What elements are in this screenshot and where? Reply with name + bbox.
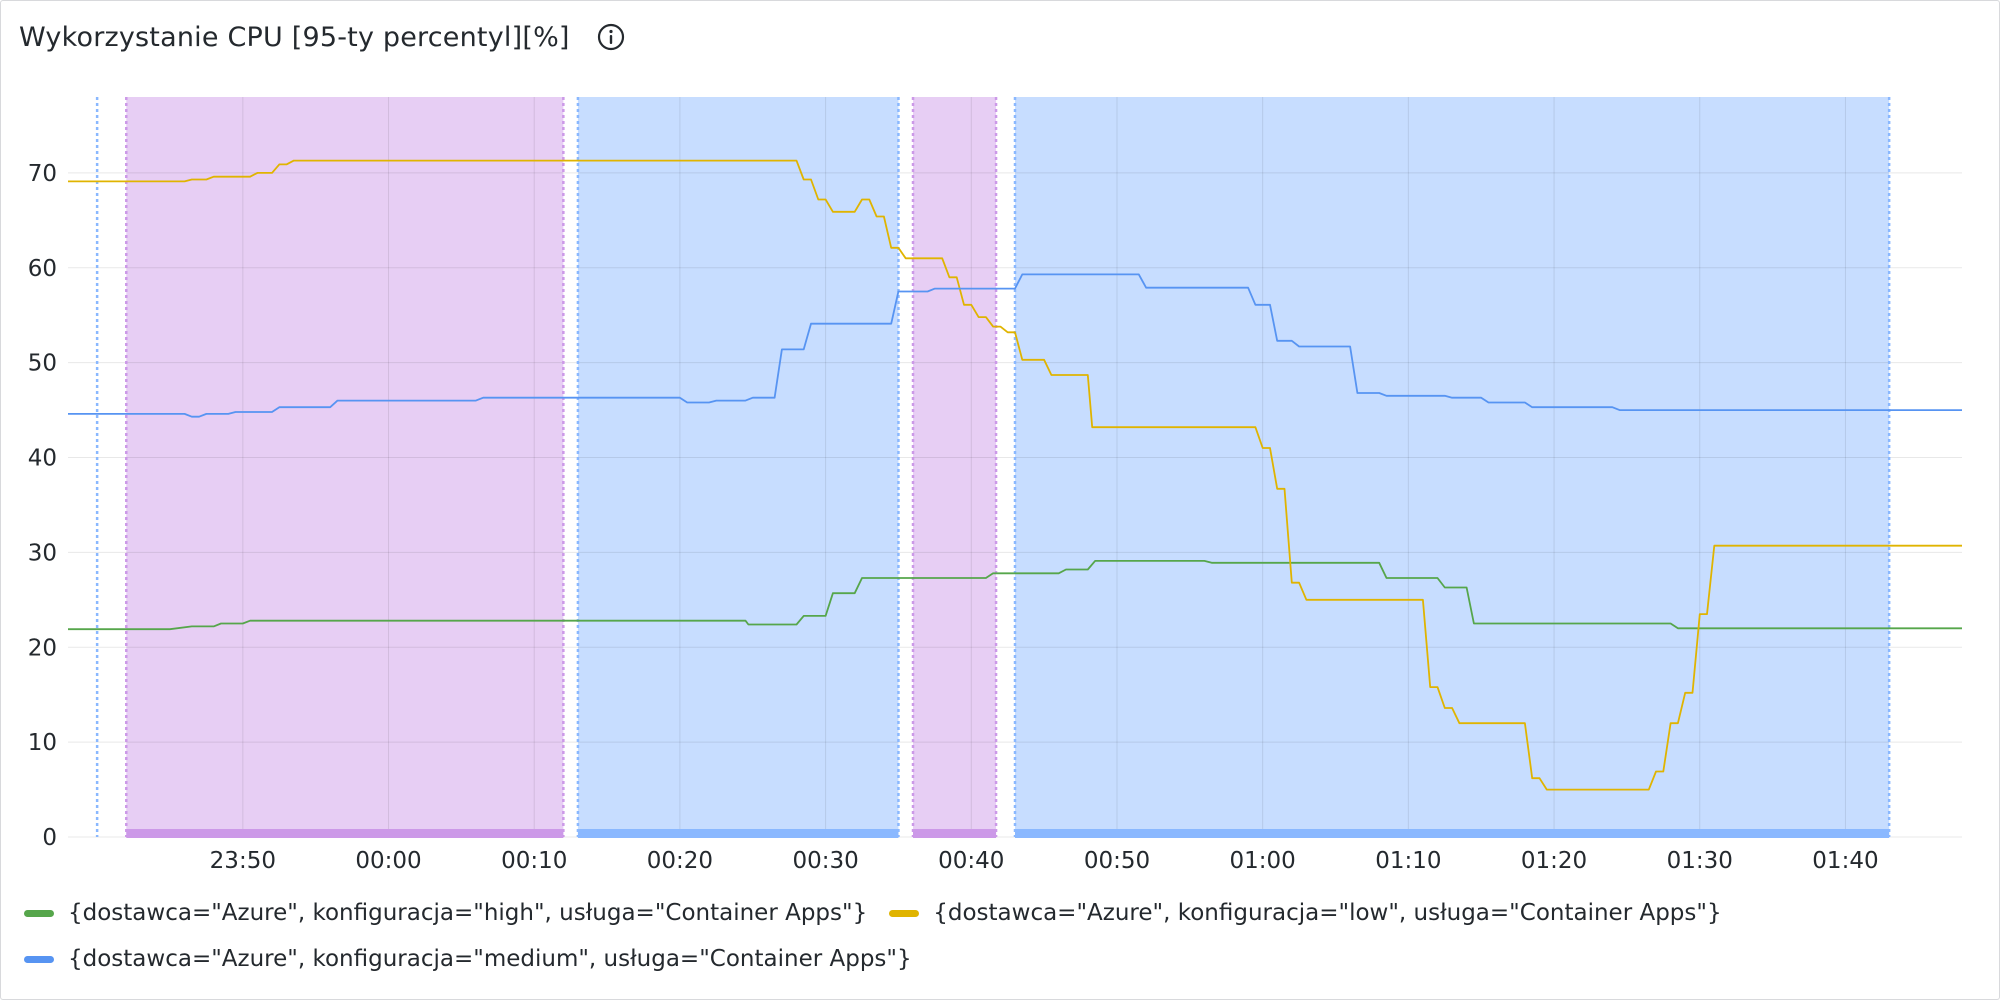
y-tick-label: 40	[28, 446, 57, 472]
y-tick-label: 10	[28, 730, 57, 756]
legend: {dostawca="Azure", konfiguracja="high", …	[24, 890, 1974, 982]
legend-item-low[interactable]: {dostawca="Azure", konfiguracja="low", u…	[889, 900, 1722, 926]
series-line	[68, 159, 1962, 791]
y-tick-label: 60	[28, 256, 57, 282]
panel-header: Wykorzystanie CPU [95-ty percentyl][%]	[19, 15, 626, 59]
legend-label: {dostawca="Azure", konfiguracja="high", …	[68, 900, 868, 926]
x-tick-label: 00:50	[1084, 848, 1150, 874]
region-bar	[577, 829, 899, 838]
x-tick-label: 00:00	[355, 848, 421, 874]
legend-swatch	[24, 909, 54, 917]
x-tick-label: 01:00	[1230, 848, 1296, 874]
x-tick-label: 23:50	[210, 848, 276, 874]
y-tick-label: 0	[42, 825, 57, 851]
legend-row: {dostawca="Azure", konfiguracja="high", …	[24, 890, 1974, 936]
x-tick-label: 01:40	[1812, 848, 1878, 874]
cpu-line-chart[interactable]: 0 10 20 30 40 50 60 70 23:50 00:00 00:10 00:20 00:30…	[0, 0, 2000, 880]
x-tick-label: 01:20	[1521, 848, 1587, 874]
y-tick-label: 70	[28, 161, 57, 187]
legend-row: {dostawca="Azure", konfiguracja="medium"…	[24, 936, 1974, 982]
y-tick-label: 50	[28, 351, 57, 377]
x-tick-label: 00:20	[647, 848, 713, 874]
y-tick-label: 20	[28, 635, 57, 661]
legend-swatch	[889, 909, 920, 917]
annotation-region	[577, 97, 899, 837]
annotation-region	[1015, 97, 1890, 837]
region-bar	[126, 829, 564, 838]
annotation-region	[913, 97, 997, 837]
series-line	[68, 273, 1962, 418]
legend-item-medium[interactable]: {dostawca="Azure", konfiguracja="medium"…	[24, 946, 912, 972]
x-tick-label: 00:30	[792, 848, 858, 874]
panel-title: Wykorzystanie CPU [95-ty percentyl][%]	[19, 21, 570, 53]
legend-swatch	[24, 955, 54, 963]
series-line	[68, 560, 1962, 631]
annotation-region	[126, 97, 564, 837]
x-tick-label: 00:40	[938, 848, 1004, 874]
y-tick-label: 30	[28, 540, 57, 566]
region-bar	[913, 829, 997, 838]
legend-label: {dostawca="Azure", konfiguracja="medium"…	[68, 946, 912, 972]
region-bar	[1015, 829, 1890, 838]
x-tick-label: 01:10	[1375, 848, 1441, 874]
info-circle-icon[interactable]	[596, 22, 626, 52]
x-tick-label: 01:30	[1667, 848, 1733, 874]
x-tick-label: 00:10	[501, 848, 567, 874]
legend-label: {dostawca="Azure", konfiguracja="low", u…	[933, 900, 1722, 926]
legend-item-high[interactable]: {dostawca="Azure", konfiguracja="high", …	[24, 900, 867, 926]
